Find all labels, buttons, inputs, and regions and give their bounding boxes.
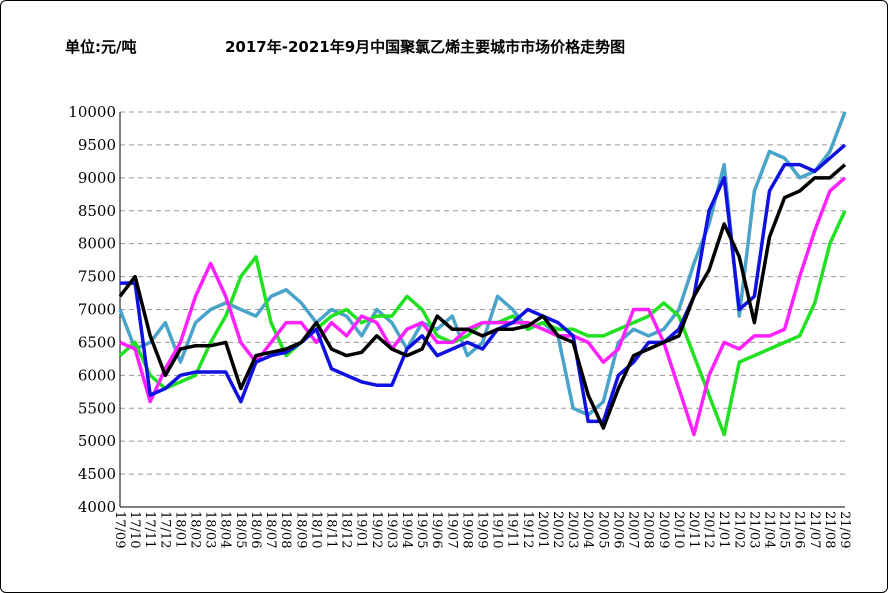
y-tick-label: 4000: [78, 498, 116, 516]
y-tick-label: 7500: [78, 268, 116, 286]
x-tick-label: 21/02: [731, 511, 746, 548]
x-tick-label: 18/03: [203, 511, 218, 548]
y-tick-label: 8500: [78, 202, 116, 220]
y-tick-label: 9000: [78, 169, 116, 187]
y-tick-label: 10000: [68, 103, 116, 121]
x-tick-label: 19/11: [505, 511, 520, 548]
x-tick-label: 18/11: [323, 511, 338, 548]
x-tick-label: 19/09: [475, 511, 490, 548]
x-tick-label: 21/07: [807, 511, 822, 548]
x-tick-label: 21/08: [822, 511, 837, 548]
y-tick-label: 5000: [78, 432, 116, 450]
x-tick-label: 17/12: [157, 511, 172, 548]
x-tick-label: 17/09: [112, 511, 127, 548]
x-tick-label: 18/02: [188, 511, 203, 548]
series-line: [120, 143, 847, 424]
y-tick-label: 8000: [78, 235, 116, 253]
x-tick-label: 20/03: [565, 511, 580, 548]
y-tick-label: 9500: [78, 136, 116, 154]
x-tick-label: 18/01: [172, 511, 187, 548]
x-tick-label: 19/03: [384, 511, 399, 548]
x-tick-label: 19/02: [369, 511, 384, 548]
x-tick-label: 17/10: [127, 511, 142, 548]
x-tick-label: 19/10: [490, 511, 505, 548]
x-tick-label: 19/04: [399, 511, 414, 548]
x-tick-label: 21/05: [777, 511, 792, 548]
x-tick-label: 20/11: [686, 511, 701, 548]
x-tick-label: 21/06: [792, 511, 807, 548]
x-tick-label: 20/10: [671, 511, 686, 548]
x-tick-label: 18/04: [218, 511, 233, 548]
x-tick-label: 18/06: [248, 511, 263, 548]
y-tick-label: 5500: [78, 399, 116, 417]
x-tick-label: 20/01: [535, 511, 550, 548]
x-tick-label: 17/11: [142, 511, 157, 548]
x-tick-label: 20/06: [610, 511, 625, 548]
x-tick-label: 20/02: [550, 511, 565, 548]
x-tick-label: 20/09: [656, 511, 671, 548]
x-tick-label: 18/08: [278, 511, 293, 548]
x-tick-label: 20/05: [595, 511, 610, 548]
x-tick-label: 18/12: [339, 511, 354, 548]
chart-title: 2017年-2021年9月中国聚氯乙烯主要城市市场价格走势图: [225, 38, 625, 56]
x-tick-label: 18/09: [293, 511, 308, 548]
x-tick-label: 21/09: [837, 511, 852, 548]
y-tick-label: 6000: [78, 366, 116, 384]
x-tick-label: 21/04: [761, 511, 776, 548]
y-tick-label: 4500: [78, 465, 116, 483]
x-tick-label: 19/01: [354, 511, 369, 548]
series-line: [119, 176, 847, 437]
x-tick-label: 18/07: [263, 511, 278, 548]
x-tick-label: 20/07: [626, 511, 641, 548]
x-tick-label: 19/12: [520, 511, 535, 548]
x-tick-label: 20/08: [641, 511, 656, 548]
y-tick-label: 6500: [78, 333, 116, 351]
x-tick-label: 18/05: [233, 511, 248, 548]
x-tick-label: 19/07: [444, 511, 459, 548]
x-tick-label: 18/10: [308, 511, 323, 548]
x-tick-label: 20/04: [580, 511, 595, 548]
y-tick-label: 7000: [78, 301, 116, 319]
x-tick-label: 20/12: [701, 511, 716, 548]
y-axis-label: 单位:元/吨: [65, 38, 136, 56]
x-tick-label: 21/01: [716, 511, 731, 548]
x-tick-label: 19/06: [429, 511, 444, 548]
x-tick-label: 19/08: [459, 511, 474, 548]
series-line: [118, 163, 847, 430]
series-line: [118, 111, 847, 417]
x-tick-label: 19/05: [414, 511, 429, 548]
x-tick-label: 21/03: [746, 511, 761, 548]
